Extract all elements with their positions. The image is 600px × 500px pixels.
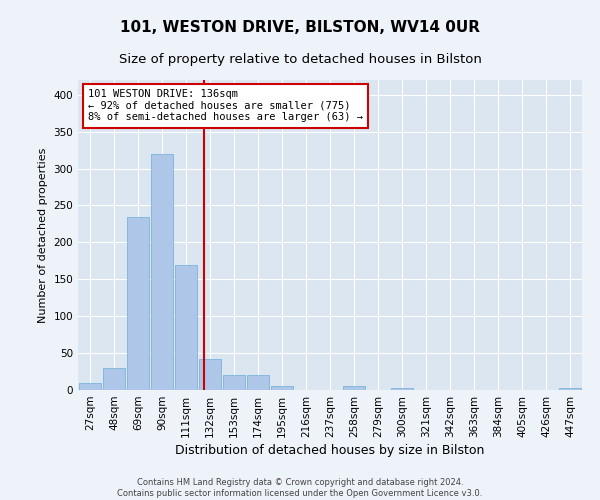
Bar xyxy=(175,264,197,390)
Bar xyxy=(559,388,581,390)
Bar xyxy=(127,216,149,390)
Bar xyxy=(79,382,101,390)
Y-axis label: Number of detached properties: Number of detached properties xyxy=(38,148,48,322)
Text: Size of property relative to detached houses in Bilston: Size of property relative to detached ho… xyxy=(119,52,481,66)
Bar xyxy=(103,368,125,390)
Text: 101 WESTON DRIVE: 136sqm
← 92% of detached houses are smaller (775)
8% of semi-d: 101 WESTON DRIVE: 136sqm ← 92% of detach… xyxy=(88,90,363,122)
X-axis label: Distribution of detached houses by size in Bilston: Distribution of detached houses by size … xyxy=(175,444,485,457)
Text: 101, WESTON DRIVE, BILSTON, WV14 0UR: 101, WESTON DRIVE, BILSTON, WV14 0UR xyxy=(120,20,480,35)
Bar xyxy=(199,359,221,390)
Bar xyxy=(223,375,245,390)
Bar xyxy=(391,388,413,390)
Bar xyxy=(151,154,173,390)
Bar xyxy=(343,386,365,390)
Bar xyxy=(271,386,293,390)
Bar xyxy=(247,375,269,390)
Text: Contains HM Land Registry data © Crown copyright and database right 2024.
Contai: Contains HM Land Registry data © Crown c… xyxy=(118,478,482,498)
